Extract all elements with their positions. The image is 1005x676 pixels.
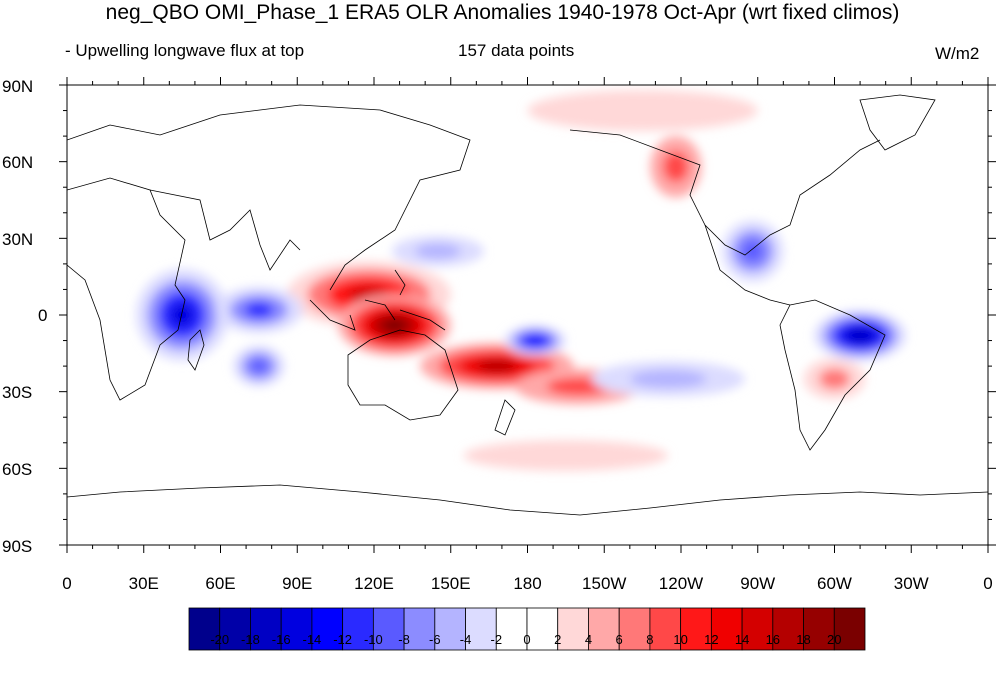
anomaly-maritime-pos	[383, 319, 406, 332]
colorbar-swatch	[710, 607, 743, 651]
colorbar-swatch	[557, 607, 589, 651]
colorbar-swatch	[311, 607, 344, 651]
anomaly-gulf-mexico-neg	[742, 240, 763, 262]
anomaly-amazon-neg	[850, 330, 870, 341]
lat-label-0: 0	[38, 306, 48, 325]
coastline-south-asia	[149, 189, 301, 271]
lat-label-30n: 30N	[2, 230, 34, 249]
lat-label-30s: 30S	[2, 383, 33, 402]
colorbar-swatch	[618, 607, 651, 651]
colorbar-swatch	[434, 607, 466, 651]
anomaly-indian-ocean-neg	[244, 302, 274, 318]
lat-label-90s: 90S	[2, 537, 33, 556]
anomaly-north-america-pos	[663, 151, 689, 183]
coastline-new-zealand	[494, 399, 516, 436]
anomaly-south-atlantic-pos	[819, 368, 850, 390]
anomaly-east-pacific-neg	[629, 369, 707, 388]
colorbar-swatch	[772, 607, 804, 651]
colorbar-swatch	[342, 607, 374, 651]
lon-label: 30W	[893, 574, 929, 593]
coastline-south-america	[779, 299, 886, 451]
data-points-count: 157 data points	[458, 41, 575, 60]
coastlines	[67, 94, 988, 516]
colorbar-label: 0	[523, 632, 531, 647]
colorbar-swatch	[741, 607, 774, 651]
colorbar-label: 10	[673, 632, 688, 647]
colorbar-label: 8	[646, 632, 654, 647]
colorbar-swatch	[495, 607, 528, 651]
colorbar-swatch	[588, 607, 620, 651]
colorbar-swatch	[219, 607, 251, 651]
lon-label: 90W	[740, 574, 776, 593]
colorbar-label: -10	[363, 632, 383, 647]
anomaly-spcz-pos	[477, 360, 516, 372]
lon-label: 150W	[582, 574, 627, 593]
figure-title: neg_QBO OMI_Phase_1 ERA5 OLR Anomalies 1…	[105, 1, 900, 24]
colorbar-label: -18	[241, 632, 260, 647]
colorbar-swatch	[403, 607, 436, 651]
colorbar-label: -8	[398, 632, 410, 647]
coastline-greenland	[859, 94, 936, 151]
colorbar-label: -4	[459, 632, 472, 647]
colorbar-label: -20	[210, 632, 230, 647]
lon-label: 120W	[658, 574, 704, 593]
anomaly-field	[136, 90, 907, 471]
colorbar-swatch	[680, 607, 712, 651]
coastline-antarctica	[67, 484, 988, 516]
colorbar-label: 14	[734, 632, 750, 647]
lat-label-90n: 90N	[2, 77, 34, 96]
lon-label: 0	[983, 574, 993, 593]
colorbar-swatch	[526, 607, 559, 651]
colorbar-label: 2	[554, 632, 562, 647]
coastline-maritime	[309, 269, 446, 331]
colorbar-label: 4	[584, 632, 593, 647]
axis-ticks	[59, 77, 996, 553]
colorbar-label: -6	[429, 632, 441, 647]
lon-label: 60E	[205, 574, 236, 593]
anomaly-southern-ocean-pos	[463, 440, 669, 471]
colorbar-swatch	[250, 607, 282, 651]
lon-label: 90E	[282, 574, 313, 593]
coastline-australia	[347, 329, 459, 421]
coastline-africa	[67, 177, 186, 401]
variable-description: - Upwelling longwave flux at top	[65, 41, 305, 60]
lon-label: 120E	[354, 574, 394, 593]
colorbar-label: -14	[302, 632, 322, 647]
anomaly-arctic-pos	[527, 90, 758, 131]
lon-label: 180	[513, 574, 542, 593]
coastline-madagascar	[187, 329, 205, 371]
lon-label: 60W	[817, 574, 852, 593]
lat-label-60n: 60N	[2, 153, 34, 172]
anomaly-south-indian-neg	[250, 359, 268, 373]
colorbar-swatch	[649, 607, 682, 651]
colorbar-label: 18	[796, 632, 811, 647]
coastline-eurasia	[67, 104, 471, 291]
anomaly-west-pacific-neg	[414, 243, 461, 259]
coastline-north-america	[569, 129, 881, 256]
units-label: W/m2	[935, 44, 980, 63]
anomaly-dateline-neg	[527, 336, 543, 345]
colorbar-swatch	[372, 607, 405, 651]
colorbar-label: -2	[490, 632, 503, 647]
lon-label: 0	[62, 574, 72, 593]
lon-label: 30E	[128, 574, 159, 593]
colorbar-label: 16	[765, 632, 781, 647]
anomaly-africa-neg	[170, 303, 194, 327]
colorbar-label: -12	[333, 632, 353, 647]
colorbar-label: 12	[704, 632, 719, 647]
colorbar-label: -16	[271, 632, 291, 647]
lon-label: 150E	[430, 574, 471, 593]
colorbar-swatch	[833, 607, 866, 651]
colorbar-swatch	[803, 607, 835, 651]
lat-label-60s: 60S	[2, 460, 33, 479]
colorbar-label: 20	[827, 632, 842, 647]
colorbar	[188, 607, 866, 651]
colorbar-label: 6	[615, 632, 623, 647]
coastline-central-america	[704, 224, 791, 306]
